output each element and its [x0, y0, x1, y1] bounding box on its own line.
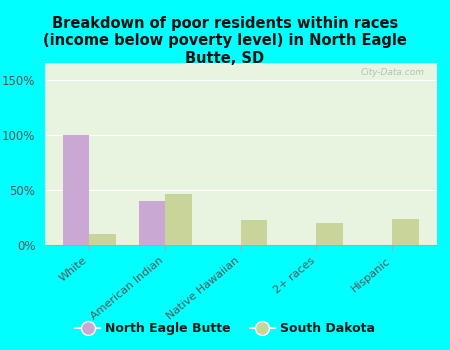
Bar — [139, 201, 165, 245]
Bar — [241, 220, 267, 245]
Bar — [89, 234, 116, 245]
Bar — [392, 218, 418, 245]
Bar — [165, 194, 192, 245]
Text: Breakdown of poor residents within races
(income below poverty level) in North E: Breakdown of poor residents within races… — [43, 16, 407, 65]
Text: City-Data.com: City-Data.com — [361, 69, 425, 77]
Bar — [316, 223, 343, 245]
Legend: North Eagle Butte, South Dakota: North Eagle Butte, South Dakota — [70, 317, 380, 340]
Bar — [63, 135, 89, 245]
